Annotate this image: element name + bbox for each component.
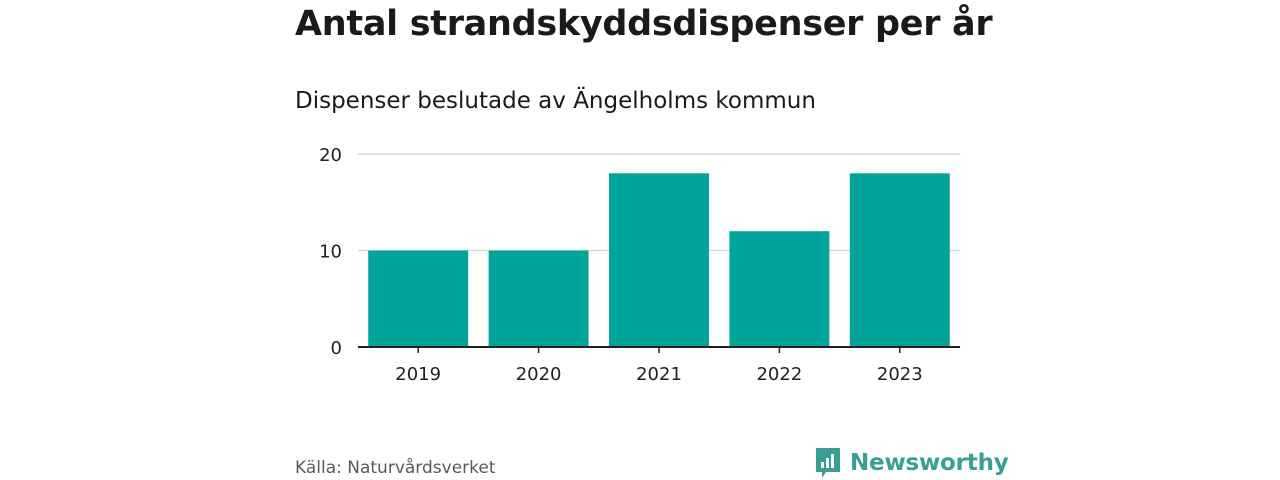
- source-note: Källa: Naturvårdsverket: [295, 458, 496, 478]
- y-tick-0: 0: [331, 338, 342, 359]
- bar-chart-speech-bubble-icon: [816, 448, 840, 478]
- bar-2021: [609, 173, 709, 347]
- x-tick-2019: 2019: [395, 364, 441, 385]
- brand-name: Newsworthy: [850, 450, 1009, 476]
- x-tick-labels: 2019 2020 2021 2022 2023: [395, 347, 923, 385]
- bars: [368, 173, 950, 347]
- y-tick-labels: 0 10 20: [319, 145, 342, 359]
- bar-2023: [849, 173, 950, 347]
- x-tick-2021: 2021: [636, 364, 682, 385]
- bar-2020: [488, 250, 589, 347]
- x-tick-2023: 2023: [877, 364, 923, 385]
- x-tick-2022: 2022: [756, 364, 802, 385]
- x-tick-2020: 2020: [516, 364, 562, 385]
- chart-title: Antal strandskyddsdispenser per år: [295, 4, 993, 44]
- brand-logo: Newsworthy: [814, 446, 1009, 480]
- y-tick-20: 20: [319, 145, 342, 166]
- bar-2022: [729, 231, 830, 347]
- y-tick-10: 10: [319, 242, 342, 263]
- bar-2019: [368, 250, 469, 347]
- chart-subtitle: Dispenser beslutade av Ängelholms kommun: [295, 88, 816, 114]
